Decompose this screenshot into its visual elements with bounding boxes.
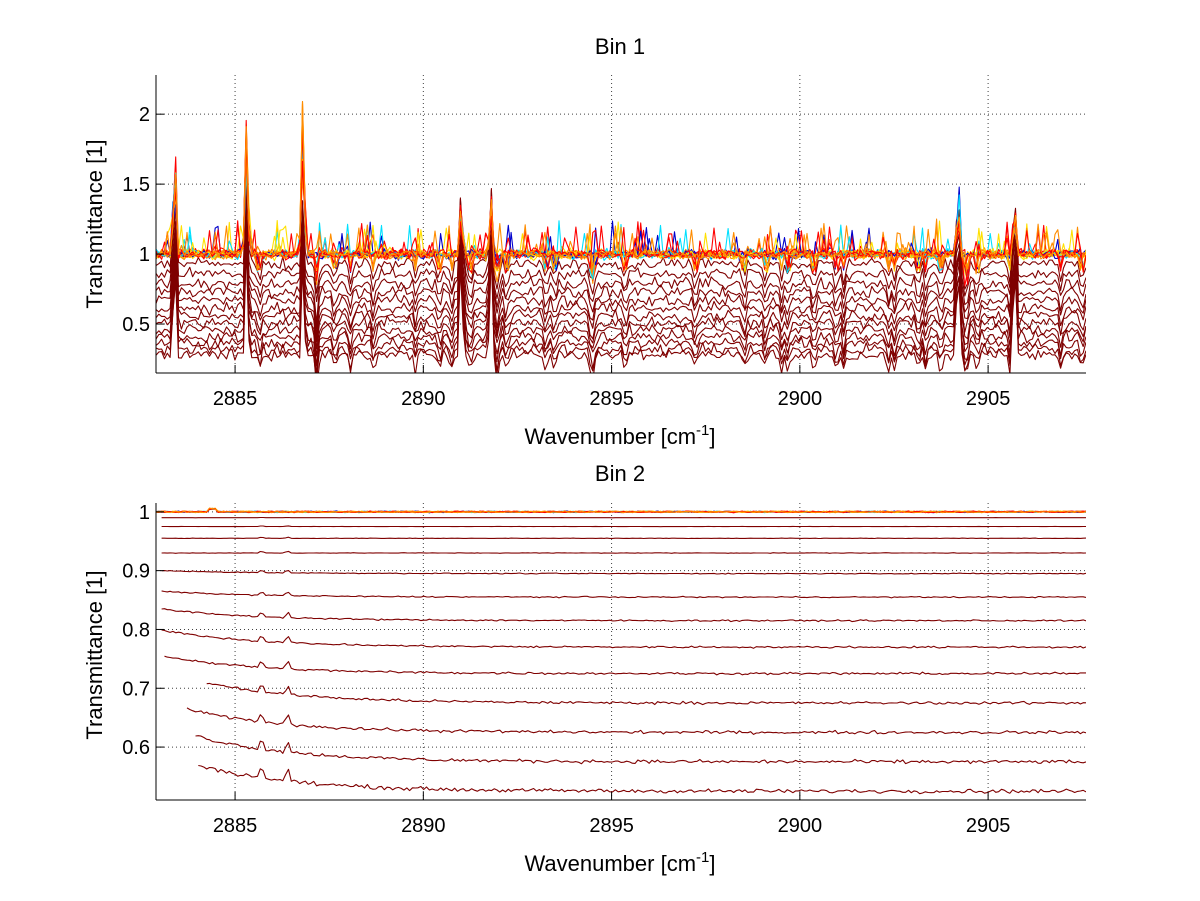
series-line (156, 213, 1086, 343)
chart-title-bin-2: Bin 2 (595, 461, 645, 486)
series-line (156, 225, 1086, 367)
plot-area-bin-2: 2885 2890 2895 2900 2905 0.6 0.7 0.8 0.9 1 (122, 502, 1086, 837)
series-line (156, 226, 1086, 357)
series-line (156, 247, 1086, 373)
series-line (164, 655, 1086, 676)
x-tick-label: 2905 (966, 815, 1011, 837)
series-line (198, 764, 1086, 795)
x-tick-label: 2895 (589, 388, 634, 410)
series-line (156, 201, 1086, 330)
x-tick-label: 2890 (401, 388, 446, 410)
x-tick-label: 2890 (401, 815, 446, 837)
y-axis-label-bin-2: Transmittance [1] (82, 570, 107, 739)
y-tick-label: 0.8 (122, 619, 150, 641)
series-line (161, 608, 1086, 623)
series-line (156, 196, 1086, 324)
y-tick-label: 1 (139, 244, 150, 266)
series-line (161, 536, 1086, 540)
series-line (156, 231, 1086, 373)
series-line (156, 209, 1086, 337)
x-tick-label: 2895 (589, 815, 634, 837)
x-axis-label-bin-2: Wavenumber [cm-1] (524, 849, 715, 876)
series-line (186, 707, 1086, 735)
x-axis-label-bin-1: Wavenumber [cm-1] (524, 422, 715, 449)
y-tick-label: 2 (139, 104, 150, 126)
series-line (156, 182, 1086, 294)
series-group (156, 507, 1086, 795)
series-group (156, 100, 1086, 373)
series-line (161, 550, 1086, 554)
x-tick-label: 2885 (213, 815, 258, 837)
series-line (156, 507, 1086, 514)
series-line (156, 241, 1086, 373)
panel-bin-1: Bin 1 2885 2890 2895 2900 2905 0.5 1 1.5 2 Waven… (82, 34, 1086, 449)
y-tick-label: 1 (139, 502, 150, 524)
series-line (156, 187, 1086, 303)
y-tick-label: 0.9 (122, 561, 150, 583)
series-line (161, 590, 1086, 599)
y-tick-label: 0.5 (122, 314, 150, 336)
plot-area-bin-1: 2885 2890 2895 2900 2905 0.5 1 1.5 2 (122, 75, 1086, 410)
panel-bin-2: Bin 2 2885 2890 2895 2900 29050.60.70.80.91 … (82, 461, 1086, 876)
series-line (195, 735, 1086, 765)
series-line (156, 233, 1086, 373)
y-tick-label: 0.6 (122, 737, 150, 759)
series-line (156, 103, 1086, 283)
y-axis-label-bin-1: Transmittance [1] (82, 139, 107, 308)
series-line (206, 682, 1086, 706)
y-tick-label: 1.5 (122, 174, 150, 196)
x-tick-label: 2900 (778, 388, 823, 410)
series-line (156, 150, 1086, 282)
y-tick-label: 0.7 (122, 678, 150, 700)
series-line (161, 570, 1086, 575)
series-line (161, 629, 1086, 649)
series-line (156, 221, 1086, 350)
x-tick-label: 2905 (966, 388, 1011, 410)
x-tick-label: 2900 (778, 815, 823, 837)
x-tick-label: 2885 (213, 388, 258, 410)
chart-title-bin-1: Bin 1 (595, 34, 645, 59)
series-line (161, 525, 1086, 528)
